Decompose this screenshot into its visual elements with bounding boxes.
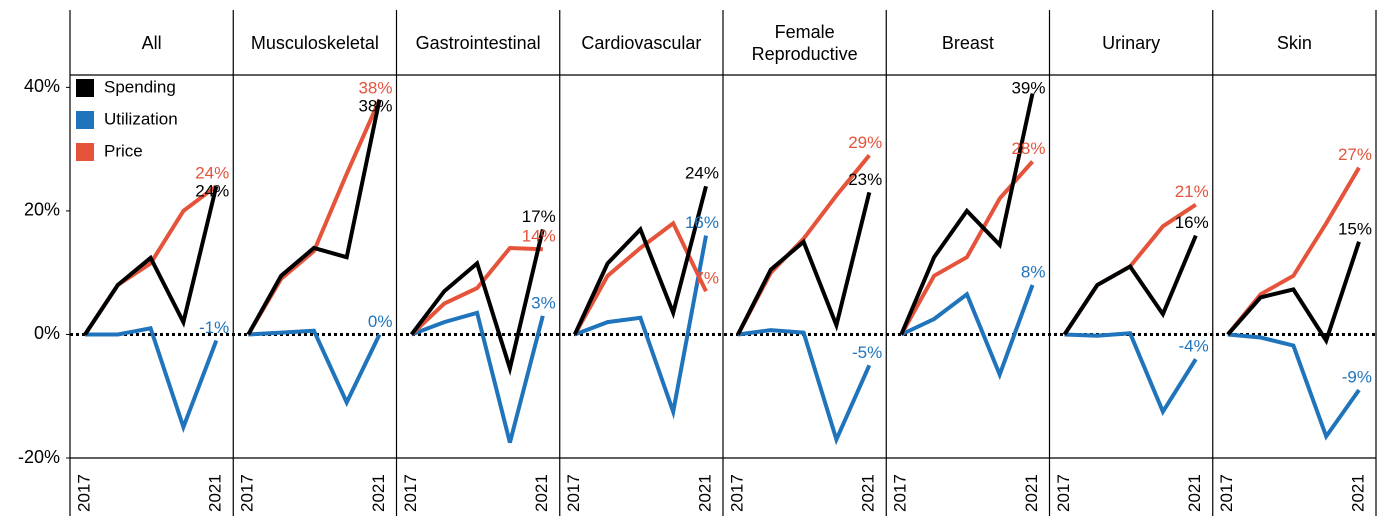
value-label: 3% xyxy=(531,293,556,312)
panel-title: Breast xyxy=(941,32,994,53)
series-line xyxy=(900,284,1035,381)
series-line xyxy=(248,328,382,408)
series-line xyxy=(1227,332,1361,441)
x-tick-label: 2021 xyxy=(1022,474,1041,512)
value-label: 14% xyxy=(522,227,556,246)
series-line xyxy=(83,185,219,336)
panel-title: All xyxy=(141,32,162,53)
series-line xyxy=(737,328,872,446)
series-line xyxy=(410,245,543,336)
value-label: 0% xyxy=(368,312,393,331)
series-line xyxy=(1062,234,1198,336)
x-tick-label: 2021 xyxy=(206,474,225,512)
value-label: 17% xyxy=(522,207,556,226)
value-label: 24% xyxy=(195,164,229,183)
series-line xyxy=(246,99,382,336)
x-tick-label: 2021 xyxy=(695,474,714,512)
value-label: 21% xyxy=(1175,182,1209,201)
x-tick-label: 2017 xyxy=(891,474,910,512)
x-tick-label: 2017 xyxy=(1054,474,1073,512)
series-line xyxy=(899,93,1035,336)
value-label: -9% xyxy=(1342,368,1372,387)
y-tick-label: -20% xyxy=(18,447,60,467)
value-label: 16% xyxy=(1175,213,1209,232)
value-label: -4% xyxy=(1179,337,1209,356)
series-line xyxy=(573,220,708,336)
value-label: 39% xyxy=(1011,78,1045,97)
x-tick-label: 2017 xyxy=(564,474,583,512)
x-tick-label: 2021 xyxy=(369,474,388,512)
x-tick-label: 2017 xyxy=(238,474,257,512)
x-tick-label: 2021 xyxy=(859,474,878,512)
legend-swatch xyxy=(76,143,94,161)
series-line xyxy=(574,235,708,420)
x-tick-label: 2017 xyxy=(401,474,420,512)
y-tick-label: 0% xyxy=(34,323,60,343)
legend-label: Spending xyxy=(104,77,176,96)
panel-title: Cardiovascular xyxy=(581,32,702,53)
value-label: -5% xyxy=(852,343,882,362)
legend-label: Utilization xyxy=(104,109,178,128)
x-tick-label: 2017 xyxy=(727,474,746,512)
value-label: 23% xyxy=(848,170,882,189)
panel-title: Gastrointestinal xyxy=(415,32,541,53)
value-label: -1% xyxy=(199,318,229,337)
value-label: 16% xyxy=(685,213,719,232)
value-label: 28% xyxy=(1011,139,1045,158)
legend-swatch xyxy=(76,79,94,97)
panel-title: Skin xyxy=(1276,32,1312,53)
series-line xyxy=(85,326,219,434)
value-label: 7% xyxy=(694,269,719,288)
series-line xyxy=(736,191,872,336)
y-tick-label: 40% xyxy=(24,76,60,96)
value-label: 38% xyxy=(358,78,392,97)
x-tick-label: 2017 xyxy=(74,474,93,512)
series-line xyxy=(410,310,545,444)
x-tick-label: 2017 xyxy=(1217,474,1236,512)
x-tick-label: 2021 xyxy=(1185,474,1204,512)
series-line xyxy=(1226,241,1361,346)
series-line xyxy=(409,228,545,376)
panel-title: Musculoskeletal xyxy=(250,32,379,53)
legend-swatch xyxy=(76,111,94,129)
value-label: 15% xyxy=(1338,219,1372,238)
series-line xyxy=(572,185,708,336)
panel-title: Urinary xyxy=(1102,32,1161,53)
value-label: 27% xyxy=(1338,145,1372,164)
panel-title: Female Reproductive xyxy=(751,21,858,64)
value-label: 29% xyxy=(848,133,882,152)
y-tick-label: 20% xyxy=(24,200,60,220)
value-label: 24% xyxy=(195,182,229,201)
x-tick-label: 2021 xyxy=(1348,474,1367,512)
value-label: 38% xyxy=(358,96,392,115)
value-label: 8% xyxy=(1021,263,1046,282)
series-line xyxy=(1064,331,1198,417)
legend-label: Price xyxy=(104,141,143,160)
x-tick-label: 2021 xyxy=(532,474,551,512)
value-label: 24% xyxy=(685,164,719,183)
